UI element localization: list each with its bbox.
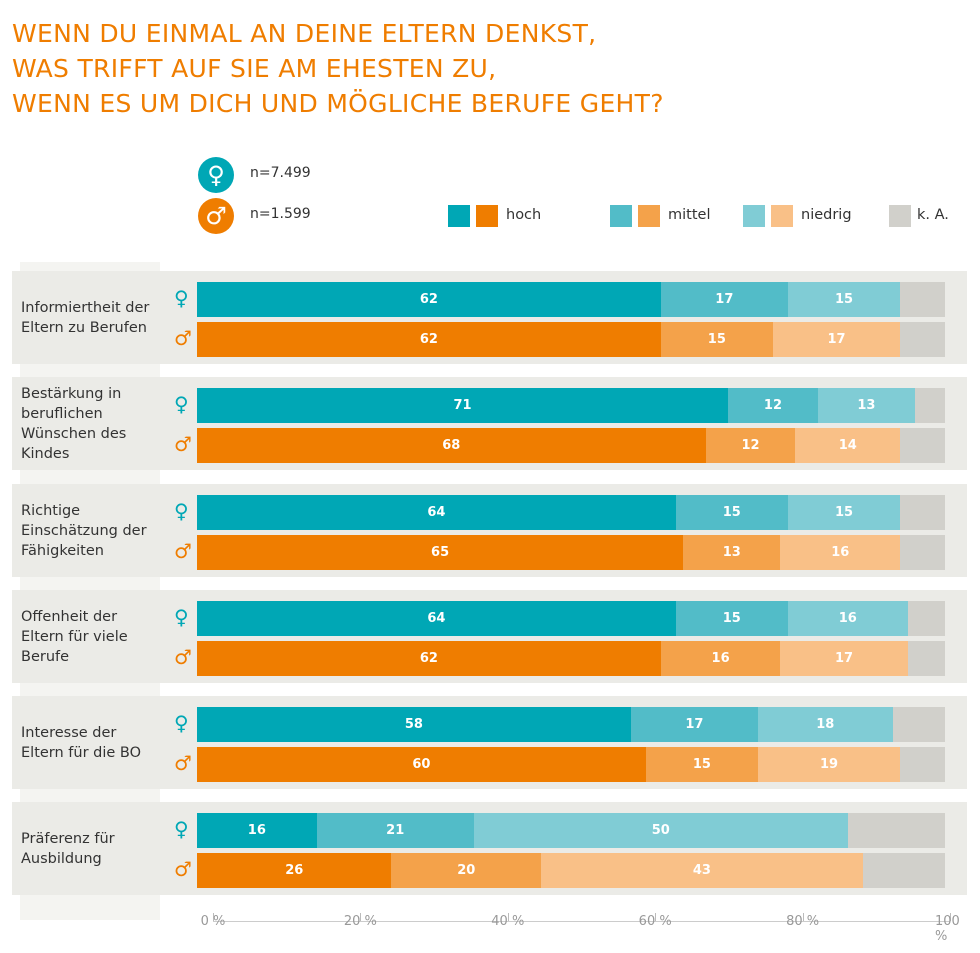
bar-male-hoch: 65 bbox=[197, 535, 684, 570]
bar-male-niedrig: 19 bbox=[758, 747, 901, 782]
chart-title: WENN DU EINMAL AN DEINE ELTERN DENKST, W… bbox=[12, 19, 664, 118]
legend-swatch bbox=[743, 205, 765, 227]
bar-female-ka bbox=[892, 707, 945, 742]
bar-female-ka bbox=[900, 495, 945, 530]
legend-swatch bbox=[448, 205, 470, 227]
bar-male-hoch: 60 bbox=[197, 747, 646, 782]
bar-female-mittel: 21 bbox=[316, 813, 474, 848]
bar-male-niedrig: 14 bbox=[795, 428, 901, 463]
x-tick-label: 100 % bbox=[935, 914, 960, 944]
bar-female-hoch: 71 bbox=[197, 388, 729, 423]
bar-female-mittel: 12 bbox=[728, 388, 818, 423]
legend-label: hoch bbox=[506, 207, 542, 223]
x-tick bbox=[507, 913, 509, 921]
female-icon: ♀ bbox=[174, 711, 189, 735]
male-icon: ♂ bbox=[174, 539, 192, 563]
female-icon: ♀ bbox=[174, 499, 189, 523]
bar-male-niedrig: 16 bbox=[780, 535, 901, 570]
bar-female-niedrig: 18 bbox=[758, 707, 893, 742]
bar-female-ka bbox=[907, 601, 945, 636]
bar-female-ka bbox=[900, 282, 945, 317]
bar-female-niedrig: 50 bbox=[473, 813, 848, 848]
bar-male-ka bbox=[900, 322, 945, 357]
male-icon: ♂ bbox=[198, 198, 234, 234]
bar-male-mittel: 15 bbox=[645, 747, 758, 782]
bar-male-ka bbox=[900, 747, 945, 782]
bar-male-hoch: 68 bbox=[197, 428, 706, 463]
x-tick-label: 0 % bbox=[200, 914, 226, 929]
category-label: Präferenz für Ausbildung bbox=[21, 830, 115, 867]
bar-female-hoch: 64 bbox=[197, 601, 676, 636]
bar-male-mittel: 16 bbox=[660, 641, 781, 676]
bar-male-ka bbox=[900, 535, 945, 570]
x-tick bbox=[213, 913, 214, 921]
bar-male-niedrig: 17 bbox=[780, 641, 908, 676]
bar-female-hoch: 62 bbox=[197, 282, 661, 317]
category-label: Offenheit der Eltern für viele Berufe bbox=[21, 608, 128, 665]
x-tick bbox=[655, 913, 657, 921]
x-tick bbox=[360, 913, 362, 921]
bar-male-ka bbox=[907, 641, 945, 676]
legend-swatch bbox=[889, 205, 911, 227]
x-tick-label: 20 % bbox=[343, 914, 377, 929]
female-icon: ♀ bbox=[174, 817, 189, 841]
bar-female-ka bbox=[915, 388, 945, 423]
bar-male-hoch: 26 bbox=[197, 853, 392, 888]
bar-male-mittel: 12 bbox=[705, 428, 796, 463]
bar-female-mittel: 17 bbox=[660, 282, 788, 317]
female-icon: ♀ bbox=[174, 392, 189, 416]
x-tick-label: 40 % bbox=[491, 914, 525, 929]
x-tick-label: 60 % bbox=[638, 914, 672, 929]
bar-female-ka bbox=[847, 813, 945, 848]
bar-female-mittel: 17 bbox=[630, 707, 758, 742]
legend-swatch bbox=[476, 205, 498, 227]
bar-female-niedrig: 15 bbox=[787, 495, 901, 530]
x-tick bbox=[802, 913, 804, 921]
bar-male-hoch: 62 bbox=[197, 322, 661, 357]
male-icon: ♂ bbox=[174, 751, 192, 775]
bar-male-niedrig: 43 bbox=[541, 853, 863, 888]
x-tick bbox=[950, 913, 951, 921]
bar-female-mittel: 15 bbox=[675, 601, 788, 636]
bar-female-mittel: 15 bbox=[675, 495, 788, 530]
bar-male-mittel: 13 bbox=[683, 535, 781, 570]
male-icon: ♂ bbox=[174, 857, 192, 881]
legend-swatch bbox=[610, 205, 632, 227]
category-label: Interesse der Eltern für die BO bbox=[21, 724, 142, 761]
bar-male-ka bbox=[900, 428, 945, 463]
bar-female-hoch: 64 bbox=[197, 495, 676, 530]
bar-female-niedrig: 15 bbox=[787, 282, 901, 317]
category-label: Richtige Einschätzung der Fähigkeiten bbox=[21, 502, 147, 559]
bar-female-niedrig: 13 bbox=[817, 388, 916, 423]
category-label: Bestärkung in beruflichen Wünschen des K… bbox=[21, 385, 127, 462]
male-icon: ♂ bbox=[174, 432, 192, 456]
legend-label: mittel bbox=[668, 207, 711, 223]
legend-swatch bbox=[771, 205, 793, 227]
bar-female-niedrig: 16 bbox=[787, 601, 908, 636]
bar-female-hoch: 58 bbox=[197, 707, 631, 742]
male-icon: ♂ bbox=[174, 645, 192, 669]
x-axis bbox=[213, 921, 950, 922]
bar-male-mittel: 20 bbox=[391, 853, 542, 888]
legend-swatch bbox=[638, 205, 660, 227]
bar-male-mittel: 15 bbox=[660, 322, 773, 357]
female-icon: ♀ bbox=[198, 157, 234, 193]
female-icon: ♀ bbox=[174, 286, 189, 310]
female-sample-size: n=7.499 bbox=[250, 165, 311, 181]
legend-label: k. A. bbox=[917, 207, 949, 223]
male-sample-size: n=1.599 bbox=[250, 206, 311, 222]
category-label: Informiertheit der Eltern zu Berufen bbox=[21, 299, 150, 336]
x-tick-label: 80 % bbox=[786, 914, 820, 929]
bar-female-hoch: 16 bbox=[197, 813, 317, 848]
bar-male-hoch: 62 bbox=[197, 641, 661, 676]
male-icon: ♂ bbox=[174, 326, 192, 350]
female-icon: ♀ bbox=[174, 605, 189, 629]
bar-male-niedrig: 17 bbox=[772, 322, 901, 357]
legend-label: niedrig bbox=[801, 207, 852, 223]
bar-male-ka bbox=[862, 853, 945, 888]
